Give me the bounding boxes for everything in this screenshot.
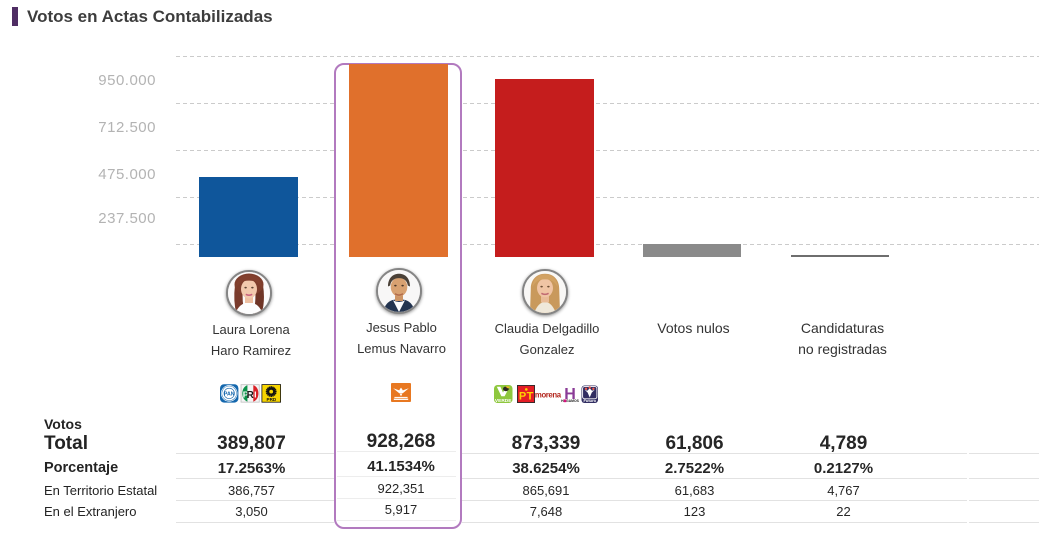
- svg-text:PRD: PRD: [267, 397, 277, 402]
- svg-text:PAN: PAN: [224, 391, 235, 397]
- svg-text:morena: morena: [535, 390, 562, 399]
- svg-text:H: H: [564, 385, 576, 402]
- svg-text:I: I: [254, 390, 256, 400]
- svg-text:R: R: [247, 390, 255, 401]
- svg-text:P: P: [519, 390, 526, 402]
- svg-text:VERDE: VERDE: [495, 397, 512, 403]
- svg-text:HAGAMOS: HAGAMOS: [561, 399, 579, 403]
- svg-text:P: P: [243, 390, 249, 400]
- svg-text:Futuro: Futuro: [583, 398, 596, 403]
- svg-text:T: T: [527, 390, 534, 402]
